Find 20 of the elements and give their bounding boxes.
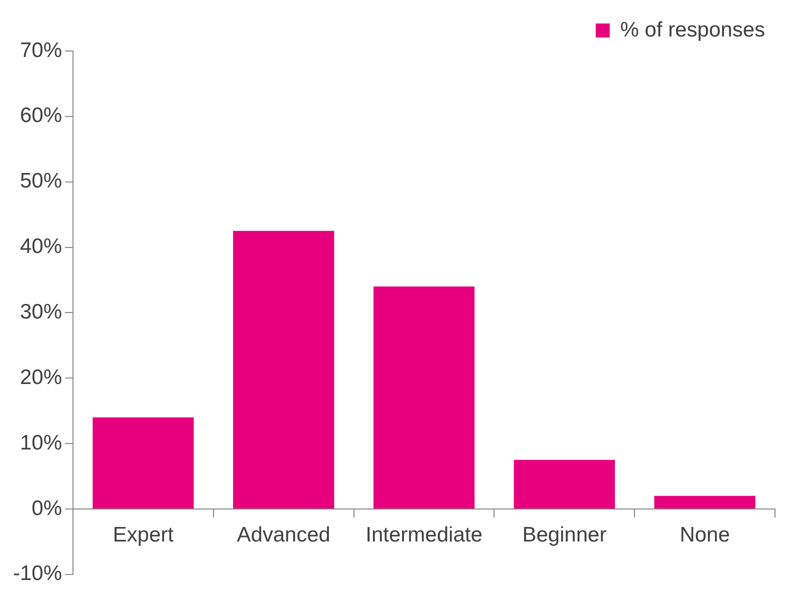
y-tick-label: 40%	[20, 235, 62, 258]
bar	[233, 230, 334, 508]
x-tick-label: Advanced	[236, 523, 330, 546]
y-tick-label: 70%	[20, 38, 62, 62]
x-tick-label: None	[680, 523, 730, 546]
y-tick-label: 50%	[20, 170, 62, 193]
x-tick-label: Beginner	[522, 523, 606, 546]
y-tick-label: 60%	[20, 104, 62, 128]
bar	[373, 286, 475, 508]
x-tick-label: Expert	[112, 523, 174, 546]
bar	[654, 496, 756, 508]
bar	[92, 417, 194, 508]
x-tick-label: Intermediate	[366, 523, 482, 546]
bar	[514, 460, 615, 508]
y-tick-label: 10%	[20, 431, 62, 454]
y-tick-label: 0%	[32, 496, 62, 520]
legend-label: % of responses	[620, 18, 766, 42]
y-tick-label: 30%	[20, 300, 62, 324]
y-tick-label: 20%	[20, 366, 62, 389]
y-tick-label: -10%	[12, 562, 62, 586]
